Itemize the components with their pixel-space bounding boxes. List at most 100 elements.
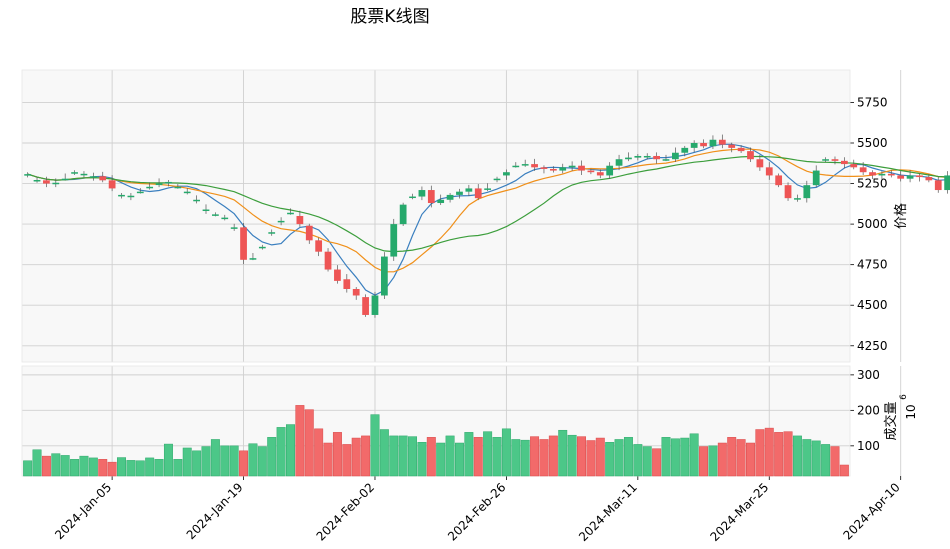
candle-body [887,173,895,176]
x-tick-label: 2024-Feb-26 [445,480,508,543]
candle-body [756,159,764,168]
volume-bar [229,445,239,477]
volume-bar [60,455,70,477]
price-tick-label: 4750 [857,258,888,272]
candle-body [474,188,482,199]
candle-body [521,164,529,166]
candle-body [343,279,351,289]
volume-bar [41,455,51,477]
volume-bar [736,439,746,477]
candle-body [202,209,210,212]
volume-bar [32,449,42,477]
candle-body [155,183,163,186]
candle-body [43,180,50,184]
volume-bar [783,431,793,477]
candle-body [399,204,407,225]
candle-body [61,178,69,181]
x-tick-label: 2024-Mar-25 [708,480,772,544]
volume-bar [595,437,605,477]
volume-bar [201,446,211,477]
volume-bar [351,437,361,477]
candle-body [324,251,332,270]
candle-body [183,191,191,194]
candle-body [784,185,792,199]
candle-body [409,196,416,199]
volume-bar [163,443,173,477]
candle-body [89,176,97,178]
x-tick-label: 2024-Feb-02 [314,480,377,543]
volume-bar [126,460,136,477]
candle-body [653,155,660,160]
candle-body [596,172,604,176]
candle-body [193,199,200,202]
candle-body [681,147,689,153]
volume-bar [680,437,690,477]
volume-bar [332,432,342,477]
candle-body [540,167,548,169]
volume-bar [501,428,511,477]
volume-bar [436,442,446,477]
volume-bar [746,442,755,477]
candle-body [33,179,41,182]
volume-axis-exponent: 10 [904,404,918,419]
price-tick-label: 5000 [857,217,888,231]
candle-body [446,194,454,200]
candle-body [906,175,914,179]
candle-body [296,216,304,225]
x-tick-label: 2024-Jan-19 [184,480,246,542]
volume-bar [117,457,126,477]
volume-bar [370,414,380,477]
candle-body [315,240,323,252]
volume-bar [192,450,202,477]
candle-body [700,143,707,147]
candle-body [662,159,670,161]
candle-body [371,295,379,315]
volume-bar [398,435,408,477]
candle-body [672,152,679,160]
candle-body [52,182,60,185]
candle-body [531,164,538,168]
volume-bar [417,442,427,477]
volume-bar [586,440,596,477]
volume-bar [614,439,624,477]
volume-bar [774,432,784,477]
price-axis-label: 价格 [893,203,909,229]
candle-body [484,188,492,190]
volume-tick-label: 200 [857,403,880,417]
candle-body [643,155,651,158]
candle-body [840,160,848,165]
price-tick-label: 5500 [857,136,888,150]
candle-body [549,168,557,171]
volume-bar [314,428,324,477]
x-tick-label: 2024-Mar-11 [576,480,640,544]
candle-body [99,176,107,181]
volume-bar [145,457,155,477]
candle-body [850,164,858,168]
price-tick-label: 4250 [857,339,888,353]
candle-body [625,157,632,160]
candle-body [503,172,510,176]
volume-bar [210,439,220,477]
volume-bar [699,446,709,477]
candle-body [794,198,801,200]
candle-body [165,181,172,184]
candle-body [587,170,595,173]
volume-bar [764,427,774,477]
candle-body [258,246,266,249]
volume-bar [257,446,267,477]
volume-bar [577,436,586,477]
candle-body [559,167,567,171]
candle-body [690,143,698,148]
volume-bar [811,440,821,477]
candle-body [212,214,219,216]
volume-bar [276,427,286,477]
candle-body [268,232,276,234]
volume-bar [426,437,436,477]
volume-bar [792,435,802,477]
candle-body [812,170,820,186]
volume-bar [661,437,671,477]
volume-bar [248,443,258,477]
price-panel-border [21,69,851,363]
moving-average-line-5 [27,143,950,296]
volume-bar [727,437,737,477]
